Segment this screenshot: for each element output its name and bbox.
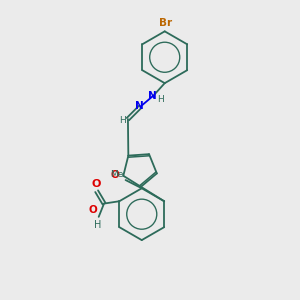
Text: N: N bbox=[148, 91, 157, 101]
Text: Br: Br bbox=[159, 18, 172, 28]
Text: O: O bbox=[92, 178, 101, 189]
Text: Me: Me bbox=[110, 170, 123, 179]
Text: O: O bbox=[111, 170, 119, 180]
Text: N: N bbox=[135, 101, 144, 111]
Text: H: H bbox=[119, 116, 126, 125]
Text: H: H bbox=[94, 220, 102, 230]
Text: H: H bbox=[157, 95, 164, 104]
Text: O: O bbox=[88, 205, 97, 215]
